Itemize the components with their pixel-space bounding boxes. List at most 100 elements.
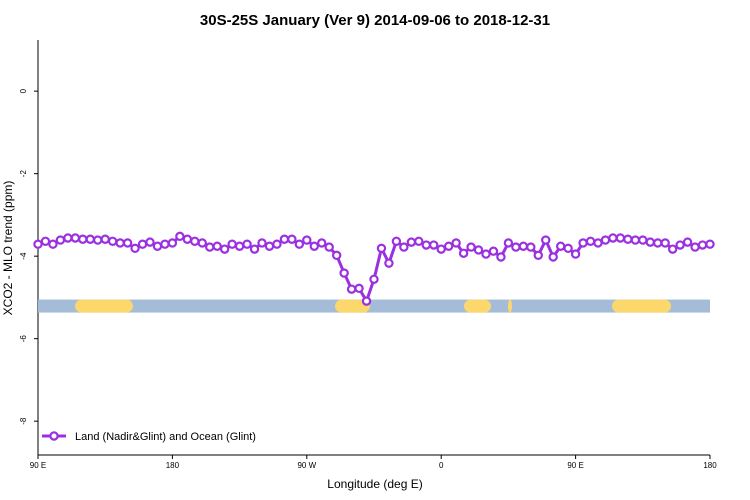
data-point [615, 233, 626, 243]
data-point [182, 234, 193, 244]
data-point [219, 244, 230, 254]
data-point [593, 238, 603, 248]
data-point [70, 233, 81, 243]
data-point [152, 241, 163, 251]
data-point [473, 245, 484, 255]
legend-marker [49, 431, 59, 441]
data-point [548, 252, 558, 262]
data-point [503, 238, 514, 248]
land-segment [507, 299, 512, 313]
y-axis-label: XCO2 - MLO trend (ppm) [1, 181, 15, 316]
x-tick-label: 0 [439, 461, 444, 470]
land-segment [335, 299, 370, 313]
data-point [555, 241, 566, 251]
data-point [331, 250, 342, 261]
data-point [48, 239, 58, 249]
x-tick-label: 90 W [297, 461, 316, 470]
data-point [197, 238, 207, 248]
data-point [608, 233, 618, 243]
data-point [346, 284, 357, 294]
data-point [190, 236, 200, 247]
data-point [391, 236, 402, 247]
data-point [369, 274, 379, 284]
x-axis-label: Longitude (deg E) [327, 477, 422, 491]
data-point [361, 296, 372, 306]
data-point [55, 235, 66, 245]
data-point [93, 235, 103, 245]
data-point [443, 241, 454, 251]
x-tick-label: 180 [703, 461, 717, 470]
data-point [578, 238, 588, 248]
legend-label: Land (Nadir&Glint) and Ocean (Glint) [75, 431, 256, 443]
data-point [451, 238, 461, 248]
y-tick-label: -6 [19, 335, 28, 343]
data-point [645, 237, 655, 247]
data-point [212, 241, 222, 251]
data-point [242, 239, 252, 249]
data-point [63, 233, 73, 243]
data-point [675, 240, 685, 250]
y-tick-label: -4 [19, 252, 28, 260]
data-point [488, 246, 499, 256]
data-point [466, 242, 476, 252]
y-tick-label: -8 [19, 417, 28, 425]
data-point [137, 239, 148, 249]
data-point [414, 236, 424, 247]
land-segment [612, 299, 672, 313]
data-point [145, 237, 155, 247]
data-point [436, 244, 446, 254]
data-point [339, 268, 349, 278]
data-point [272, 239, 282, 249]
data-point [660, 238, 670, 248]
data-point [287, 234, 297, 244]
data-point [234, 241, 245, 251]
data-point [107, 236, 118, 247]
data-point [697, 240, 708, 250]
data-point [526, 242, 536, 252]
data-point [496, 252, 506, 262]
data-point [85, 234, 95, 244]
data-point [205, 242, 215, 252]
data-point [376, 243, 387, 254]
data-point [406, 237, 417, 247]
data-point [122, 238, 133, 248]
land-segment [464, 299, 492, 313]
data-point [130, 243, 140, 254]
data-point [115, 238, 125, 248]
y-tick-label: -2 [19, 170, 28, 178]
data-point [623, 234, 633, 244]
data-point [518, 241, 529, 251]
data-point [705, 239, 715, 249]
data-point [294, 239, 305, 249]
data-point [257, 238, 267, 248]
data-point [324, 242, 334, 252]
data-point [249, 244, 260, 254]
data-point [175, 231, 185, 242]
data-point [429, 240, 439, 250]
data-point [682, 237, 693, 247]
data-point [653, 238, 663, 248]
ocean-band [38, 299, 710, 313]
data-point [638, 235, 648, 245]
data-point [399, 242, 409, 252]
data-point [309, 241, 319, 251]
data-point [570, 249, 581, 259]
data-point [667, 244, 678, 254]
data-point [458, 248, 469, 258]
data-point [600, 235, 611, 245]
data-point [264, 241, 275, 251]
data-point [533, 250, 543, 261]
data-point [421, 240, 431, 250]
chart-title: 30S-25S January (Ver 9) 2014-09-06 to 20… [200, 12, 550, 29]
data-point [384, 258, 394, 268]
data-point [279, 234, 290, 244]
data-point [40, 236, 51, 247]
data-point [481, 249, 491, 259]
data-point [100, 234, 110, 244]
data-point [511, 242, 521, 252]
land-segment [75, 299, 133, 313]
x-tick-label: 90 E [567, 461, 583, 470]
x-tick-label: 180 [166, 461, 180, 470]
data-point [317, 238, 327, 248]
data-point [33, 239, 43, 249]
